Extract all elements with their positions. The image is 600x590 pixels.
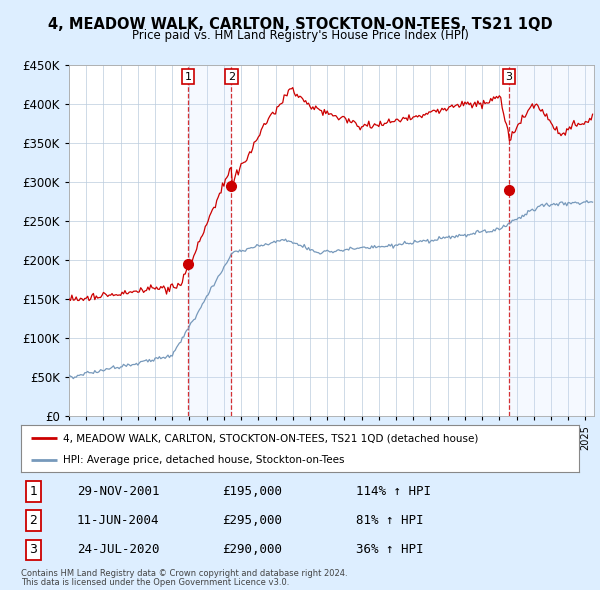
Text: 1: 1: [184, 71, 191, 81]
Text: 3: 3: [29, 543, 37, 556]
Text: 24-JUL-2020: 24-JUL-2020: [77, 543, 160, 556]
Text: 81% ↑ HPI: 81% ↑ HPI: [356, 514, 424, 527]
Text: 3: 3: [505, 71, 512, 81]
Text: 2: 2: [29, 514, 37, 527]
Bar: [509, 65, 594, 416]
Text: 36% ↑ HPI: 36% ↑ HPI: [356, 543, 424, 556]
Text: Contains HM Land Registry data © Crown copyright and database right 2024.: Contains HM Land Registry data © Crown c…: [21, 569, 347, 578]
Text: 114% ↑ HPI: 114% ↑ HPI: [356, 485, 431, 498]
Text: This data is licensed under the Open Government Licence v3.0.: This data is licensed under the Open Gov…: [21, 578, 289, 587]
Text: 4, MEADOW WALK, CARLTON, STOCKTON-ON-TEES, TS21 1QD (detached house): 4, MEADOW WALK, CARLTON, STOCKTON-ON-TEE…: [63, 433, 478, 443]
Text: £290,000: £290,000: [222, 543, 282, 556]
Text: 2: 2: [228, 71, 235, 81]
Text: £295,000: £295,000: [222, 514, 282, 527]
Text: HPI: Average price, detached house, Stockton-on-Tees: HPI: Average price, detached house, Stoc…: [63, 455, 344, 465]
Text: £195,000: £195,000: [222, 485, 282, 498]
Text: 29-NOV-2001: 29-NOV-2001: [77, 485, 160, 498]
Text: 1: 1: [29, 485, 37, 498]
Text: 4, MEADOW WALK, CARLTON, STOCKTON-ON-TEES, TS21 1QD: 4, MEADOW WALK, CARLTON, STOCKTON-ON-TEE…: [47, 17, 553, 31]
Text: 11-JUN-2004: 11-JUN-2004: [77, 514, 160, 527]
Bar: [188, 65, 232, 416]
Text: Price paid vs. HM Land Registry's House Price Index (HPI): Price paid vs. HM Land Registry's House …: [131, 30, 469, 42]
